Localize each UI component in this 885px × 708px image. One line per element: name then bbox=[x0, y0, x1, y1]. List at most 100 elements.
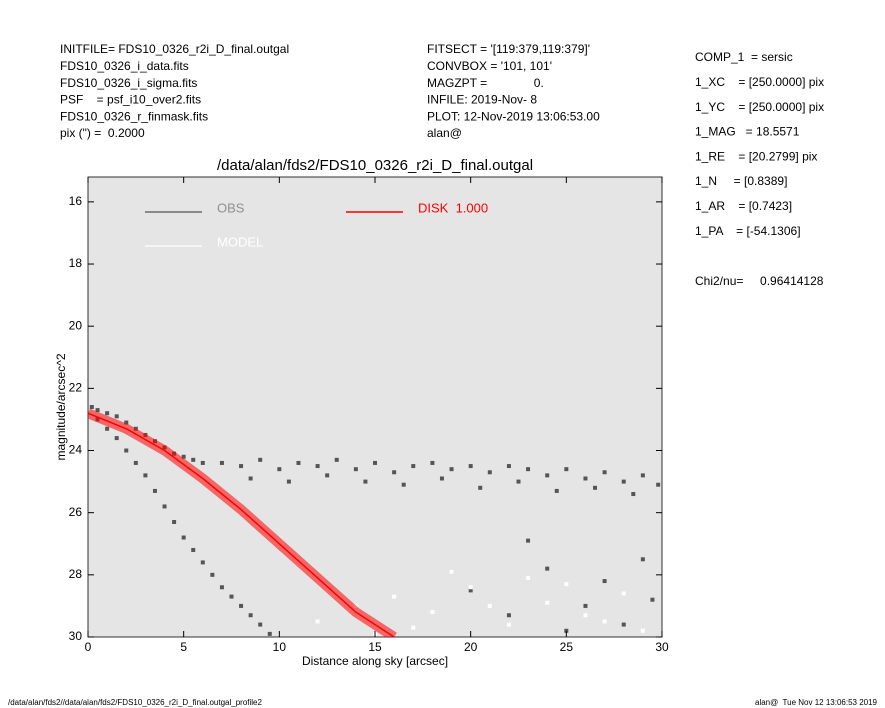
data-point bbox=[219, 585, 224, 590]
data-point bbox=[411, 464, 416, 469]
data-point bbox=[526, 575, 531, 580]
y-tick-label: 26 bbox=[69, 505, 83, 519]
data-point bbox=[640, 628, 645, 633]
data-point bbox=[640, 557, 645, 562]
legend-label: MODEL bbox=[217, 234, 263, 249]
header-middle-line: FITSECT = '[119:379,119:379]' bbox=[427, 42, 590, 56]
header-left-line: PSF = psf_i10_over2.fits bbox=[60, 93, 201, 107]
data-point bbox=[152, 488, 157, 493]
data-point bbox=[401, 482, 406, 487]
header-left-line: FDS10_0326_r_finmask.fits bbox=[60, 109, 208, 123]
data-point bbox=[210, 572, 215, 577]
data-point bbox=[143, 473, 148, 478]
data-point bbox=[219, 460, 224, 465]
y-tick-label: 18 bbox=[69, 256, 83, 270]
data-point bbox=[172, 520, 177, 524]
data-point bbox=[277, 467, 282, 472]
fit-param: 1_YC = [250.0000] pix bbox=[695, 100, 824, 114]
data-point bbox=[545, 600, 550, 605]
data-point bbox=[430, 610, 435, 615]
y-tick-label: 22 bbox=[69, 381, 83, 395]
header-middle-line: CONVBOX = '101, 101' bbox=[427, 59, 552, 73]
x-tick-label: 30 bbox=[655, 640, 669, 654]
data-point bbox=[621, 479, 626, 484]
data-point bbox=[239, 464, 244, 469]
x-tick-label: 15 bbox=[368, 640, 382, 654]
data-point bbox=[545, 473, 550, 478]
x-tick-label: 0 bbox=[85, 640, 92, 654]
data-point bbox=[133, 460, 138, 465]
data-point bbox=[200, 460, 205, 465]
data-point bbox=[248, 613, 253, 618]
data-point bbox=[430, 460, 435, 465]
footer-stamp: alan@ Tue Nov 12 13:06:53 2019 bbox=[755, 698, 878, 707]
y-tick-label: 28 bbox=[69, 567, 83, 581]
data-point bbox=[439, 476, 444, 481]
data-point bbox=[181, 454, 186, 459]
data-point bbox=[411, 625, 416, 630]
data-point bbox=[640, 473, 645, 478]
data-point bbox=[392, 594, 397, 599]
data-point bbox=[124, 448, 129, 453]
data-point bbox=[478, 485, 483, 490]
header-middle-line: MAGZPT = 0. bbox=[427, 76, 544, 90]
data-point bbox=[105, 426, 110, 431]
x-axis-label: Distance along sky [arcsec] bbox=[302, 654, 448, 668]
data-point bbox=[516, 479, 521, 484]
data-point bbox=[487, 470, 492, 475]
data-point bbox=[114, 436, 119, 441]
data-point bbox=[545, 566, 550, 571]
data-point bbox=[353, 467, 358, 472]
header-middle-line: INFILE: 2019-Nov- 8 bbox=[427, 93, 537, 107]
data-point bbox=[506, 622, 511, 627]
data-point bbox=[526, 538, 531, 543]
data-point bbox=[631, 492, 636, 497]
data-point bbox=[325, 473, 330, 478]
data-point bbox=[602, 579, 607, 584]
data-point bbox=[286, 479, 291, 484]
y-tick-label: 24 bbox=[69, 443, 83, 457]
data-point bbox=[583, 476, 588, 481]
data-point bbox=[124, 420, 129, 425]
data-point bbox=[449, 569, 454, 574]
data-point bbox=[564, 582, 569, 587]
data-point bbox=[105, 411, 110, 416]
y-tick-label: 20 bbox=[69, 318, 83, 332]
x-tick-label: 10 bbox=[273, 640, 287, 654]
data-point bbox=[200, 560, 205, 565]
data-point bbox=[468, 588, 473, 593]
fit-param: 1_RE = [20.2799] pix bbox=[695, 149, 817, 163]
data-point bbox=[583, 603, 588, 608]
data-point bbox=[564, 467, 569, 472]
data-point bbox=[468, 464, 473, 469]
x-tick-label: 25 bbox=[560, 640, 574, 654]
data-point bbox=[191, 457, 196, 462]
chi2: Chi2/nu= 0.96414128 bbox=[695, 274, 824, 288]
data-point bbox=[334, 457, 339, 462]
data-point bbox=[506, 464, 511, 469]
data-point bbox=[621, 622, 626, 627]
data-point bbox=[296, 460, 301, 465]
data-point bbox=[89, 405, 94, 409]
header-left-line: FDS10_0326_i_sigma.fits bbox=[60, 76, 197, 90]
data-point bbox=[239, 603, 244, 608]
header-middle-line: PLOT: 12-Nov-2019 13:06:53.00 bbox=[427, 109, 600, 123]
header-left-line: FDS10_0326_i_data.fits bbox=[60, 59, 189, 73]
y-tick-label: 30 bbox=[69, 629, 83, 643]
footer-path: /data/alan/fds2//data/alan/fds2/FDS10_03… bbox=[8, 698, 263, 707]
header-left-line: pix (") = 0.2000 bbox=[60, 126, 145, 140]
data-point bbox=[526, 467, 531, 472]
fit-param: 1_XC = [250.0000] pix bbox=[695, 75, 824, 89]
data-point bbox=[564, 628, 569, 633]
fit-param: COMP_1 = sersic bbox=[695, 50, 793, 64]
data-point bbox=[621, 591, 626, 596]
data-point bbox=[258, 622, 263, 627]
data-point bbox=[248, 476, 253, 481]
data-point bbox=[593, 485, 598, 490]
data-point bbox=[114, 414, 119, 419]
header-middle-line: alan@ bbox=[427, 126, 462, 140]
data-point bbox=[602, 619, 607, 624]
chart-title: /data/alan/fds2/FDS10_0326_r2i_D_final.o… bbox=[217, 157, 533, 174]
data-point bbox=[162, 504, 167, 509]
